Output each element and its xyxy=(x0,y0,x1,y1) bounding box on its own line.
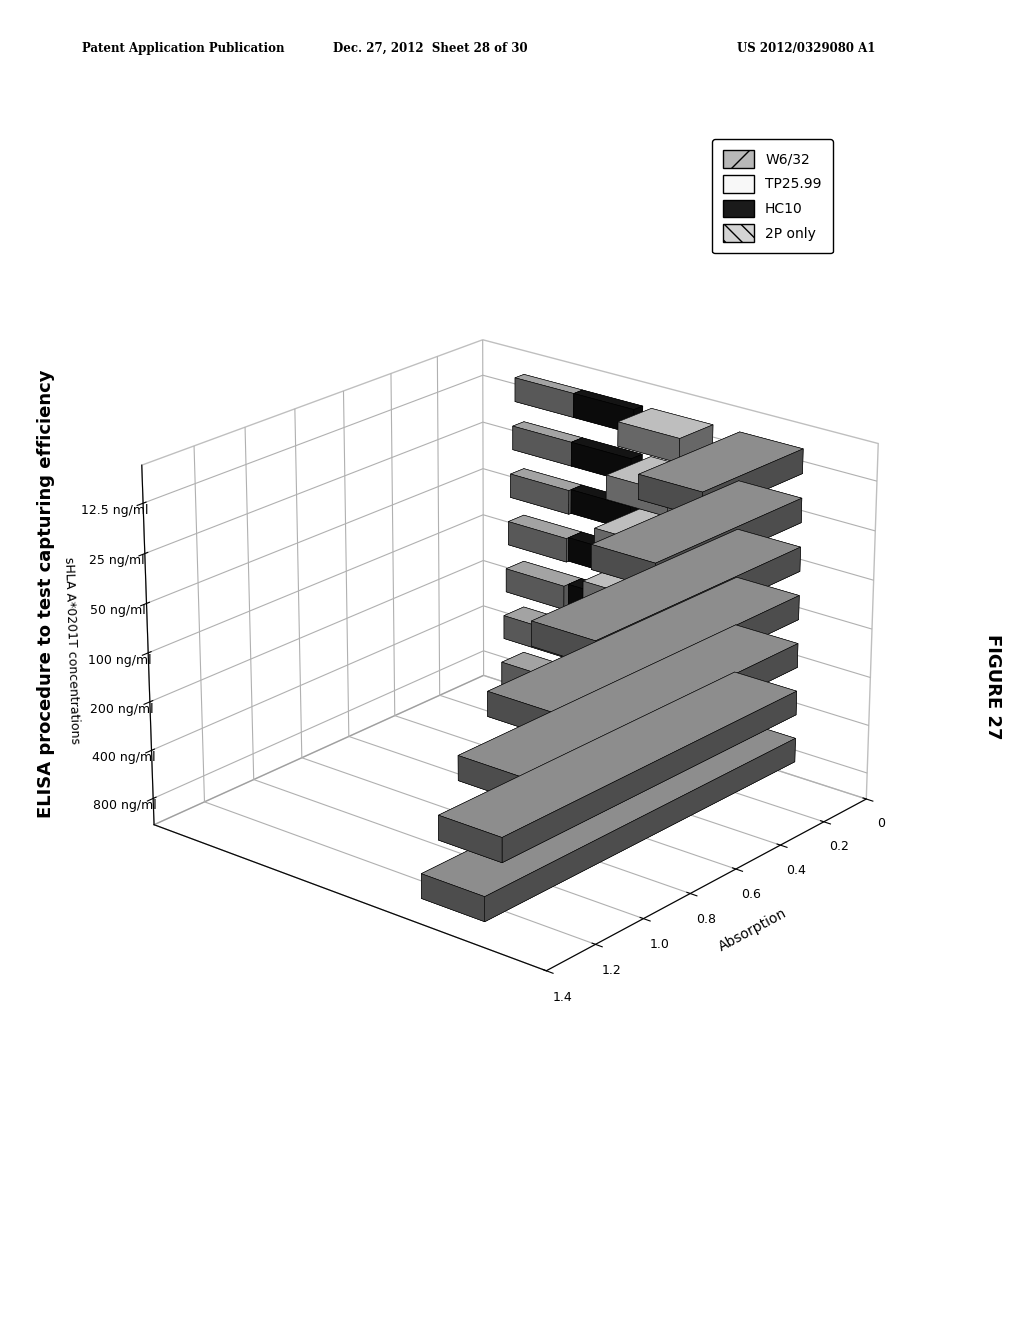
Text: US 2012/0329080 A1: US 2012/0329080 A1 xyxy=(737,42,876,55)
Text: ELISA procedure to test capturing efficiency: ELISA procedure to test capturing effici… xyxy=(37,370,55,818)
Text: FIGURE 27: FIGURE 27 xyxy=(984,634,1002,739)
Text: Dec. 27, 2012  Sheet 28 of 30: Dec. 27, 2012 Sheet 28 of 30 xyxy=(333,42,527,55)
Legend: W6/32, TP25.99, HC10, 2P only: W6/32, TP25.99, HC10, 2P only xyxy=(713,139,833,253)
X-axis label: Absorption: Absorption xyxy=(717,906,790,954)
Text: Patent Application Publication: Patent Application Publication xyxy=(82,42,285,55)
